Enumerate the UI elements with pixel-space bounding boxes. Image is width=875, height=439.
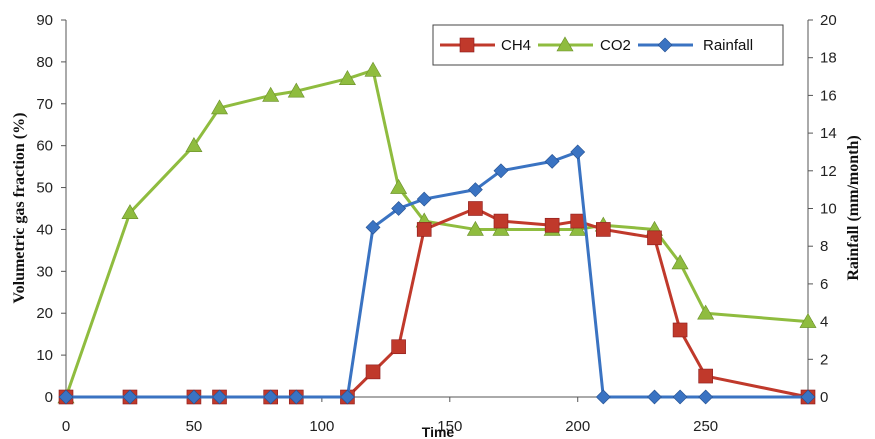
data-point-rainfall bbox=[800, 389, 816, 405]
data-point-co2 bbox=[287, 82, 305, 98]
data-point-rainfall bbox=[493, 163, 509, 179]
y-left-tick-label: 0 bbox=[45, 389, 53, 406]
y-right-tick-label: 8 bbox=[820, 238, 828, 255]
y-axis-right-title: Rainfall (mm/month) bbox=[845, 135, 862, 280]
y-right-tick-label: 12 bbox=[820, 163, 837, 180]
data-point-co2 bbox=[185, 137, 203, 152]
data-point-ch4 bbox=[596, 222, 611, 237]
data-point-co2 bbox=[492, 220, 510, 236]
legend-marker-co2 bbox=[556, 36, 574, 52]
data-point-co2 bbox=[466, 220, 484, 236]
series-rainfall bbox=[58, 144, 816, 405]
data-point-ch4 bbox=[647, 230, 662, 246]
legend-box bbox=[432, 24, 784, 66]
data-point-co2 bbox=[211, 99, 229, 115]
data-point-rainfall bbox=[391, 201, 407, 216]
data-point-ch4 bbox=[698, 368, 713, 384]
x-axis-ticks: 0 50 100 150 200 250 bbox=[62, 397, 718, 435]
x-tick-label: 0 bbox=[62, 418, 70, 435]
y-left-tick-label: 90 bbox=[36, 12, 53, 29]
data-point-co2 bbox=[364, 61, 382, 77]
y-right-tick-label: 16 bbox=[820, 87, 837, 104]
data-point-rainfall bbox=[570, 144, 586, 160]
data-point-ch4 bbox=[416, 222, 432, 237]
y-right-tick-label: 4 bbox=[820, 314, 828, 331]
x-tick-label: 100 bbox=[309, 418, 334, 435]
y-left-tick-label: 30 bbox=[36, 263, 53, 280]
x-axis-title: Time bbox=[422, 424, 455, 439]
data-point-co2 bbox=[697, 304, 715, 320]
right-axis-ticks: 0 2 4 6 8 10 12 14 16 18 20 bbox=[808, 12, 837, 406]
y-left-tick-label: 60 bbox=[36, 138, 53, 155]
data-point-rainfall bbox=[672, 389, 688, 405]
y-right-tick-label: 14 bbox=[820, 125, 837, 142]
y-left-tick-label: 80 bbox=[36, 54, 53, 71]
data-point-rainfall bbox=[263, 389, 279, 405]
data-point-rainfall bbox=[340, 389, 355, 405]
x-tick-label: 50 bbox=[186, 418, 203, 435]
data-point-ch4 bbox=[570, 213, 586, 229]
data-point-co2 bbox=[121, 204, 139, 219]
data-point-rainfall bbox=[595, 389, 611, 405]
data-point-ch4 bbox=[672, 322, 688, 338]
legend-marker-rainfall bbox=[657, 37, 673, 53]
data-point-ch4 bbox=[365, 364, 381, 380]
series-co2 bbox=[57, 61, 817, 404]
data-point-ch4 bbox=[493, 213, 509, 229]
data-point-co2 bbox=[569, 220, 587, 236]
x-tick-label: 250 bbox=[693, 418, 718, 435]
y-right-tick-label: 18 bbox=[820, 50, 837, 67]
y-left-tick-label: 50 bbox=[36, 180, 53, 197]
left-axis-ticks: 0 10 20 30 40 50 60 70 80 90 bbox=[36, 12, 66, 406]
y-left-tick-label: 40 bbox=[36, 221, 53, 238]
x-tick-label: 200 bbox=[565, 418, 590, 435]
data-point-rainfall bbox=[698, 389, 714, 405]
data-point-rainfall bbox=[467, 182, 483, 198]
data-point-rainfall bbox=[544, 153, 560, 169]
y-right-tick-label: 0 bbox=[820, 389, 828, 406]
data-point-rainfall bbox=[186, 389, 202, 405]
legend-label-rainfall: Rainfall bbox=[703, 37, 753, 54]
y-left-tick-label: 20 bbox=[36, 305, 53, 322]
legend-label-co2: CO2 bbox=[600, 37, 631, 54]
data-point-rainfall bbox=[647, 389, 662, 405]
data-point-rainfall bbox=[365, 219, 381, 235]
data-point-rainfall bbox=[288, 389, 304, 405]
series-line-ch4 bbox=[66, 207, 809, 399]
data-point-co2 bbox=[799, 312, 817, 328]
data-point-rainfall bbox=[416, 191, 432, 207]
x-tick-label: 150 bbox=[437, 418, 462, 435]
legend-label-ch4: CH4 bbox=[501, 37, 531, 54]
y-right-tick-label: 2 bbox=[820, 351, 828, 368]
data-point-ch4 bbox=[391, 339, 406, 355]
data-point-rainfall bbox=[122, 389, 138, 405]
y-right-tick-label: 6 bbox=[820, 276, 828, 293]
y-right-tick-label: 20 bbox=[820, 12, 837, 29]
series-layer bbox=[57, 61, 817, 405]
legend: CH4 CO2 Rainfall bbox=[432, 24, 784, 66]
legend-marker-ch4 bbox=[459, 37, 475, 53]
data-point-co2 bbox=[390, 178, 408, 194]
series-line-co2 bbox=[64, 68, 809, 398]
data-point-ch4 bbox=[468, 201, 483, 216]
y-axis-left-title: Volumetric gas fraction (%) bbox=[11, 113, 28, 304]
data-point-co2 bbox=[671, 254, 689, 270]
data-point-co2 bbox=[338, 70, 356, 85]
y-right-tick-label: 10 bbox=[820, 201, 837, 218]
data-point-rainfall bbox=[58, 389, 74, 405]
y-left-tick-label: 10 bbox=[36, 347, 53, 364]
data-point-ch4 bbox=[544, 217, 560, 233]
data-point-rainfall bbox=[212, 389, 227, 405]
plot-frame bbox=[65, 20, 809, 398]
data-point-co2 bbox=[262, 86, 280, 102]
y-left-tick-label: 70 bbox=[36, 96, 53, 113]
